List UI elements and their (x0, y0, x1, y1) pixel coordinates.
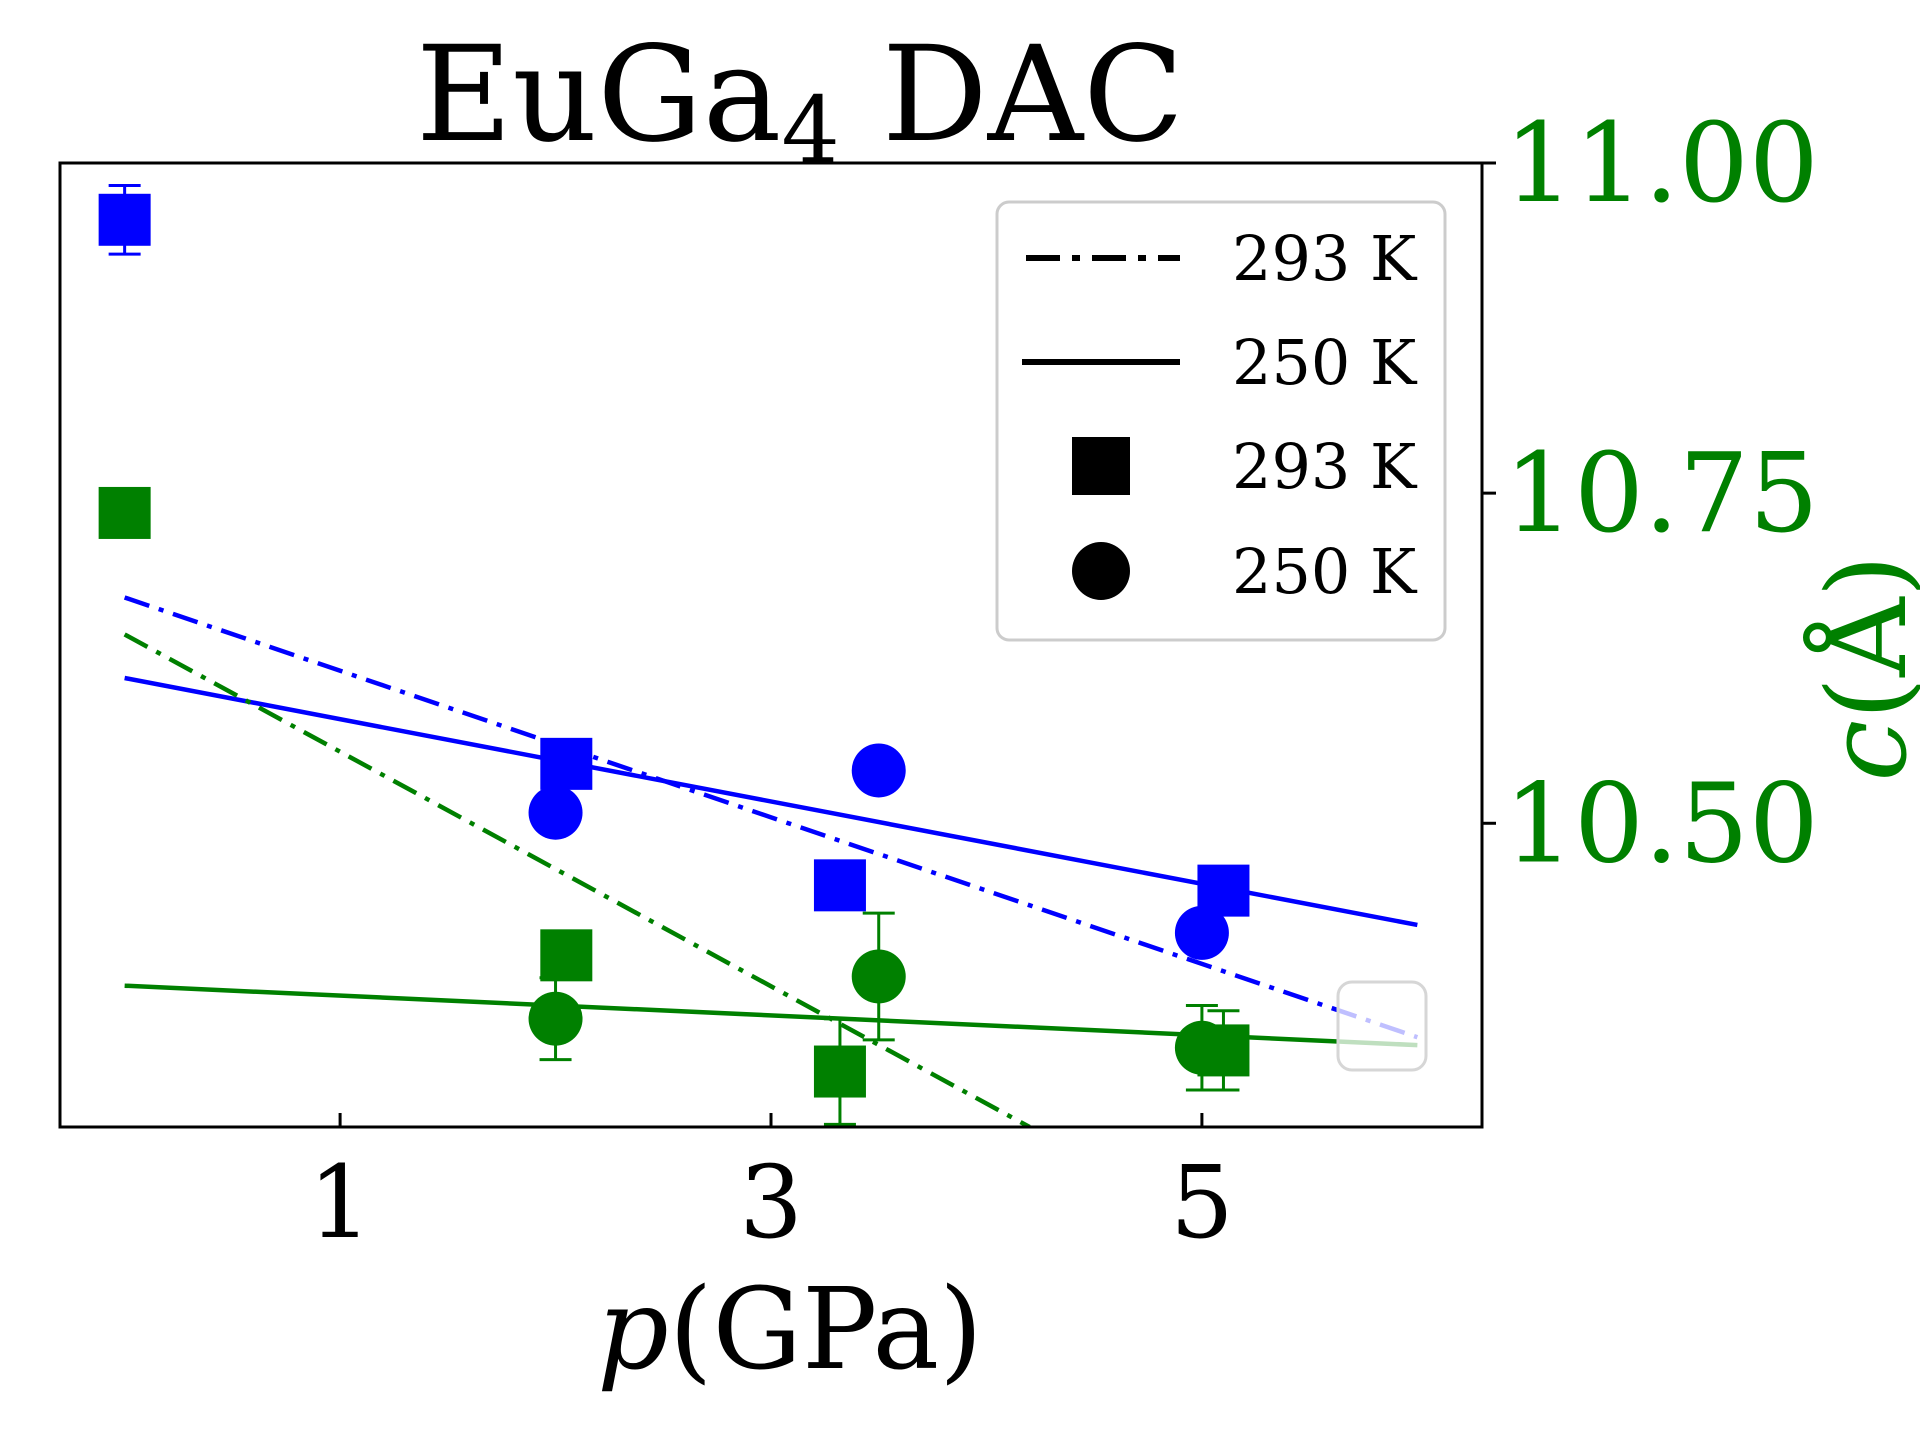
blue-circle-marker (528, 785, 583, 840)
right-y-tick-label: 11.00 (1504, 99, 1819, 227)
right-y-tick-label: 10.50 (1504, 759, 1819, 887)
legend-label: 293 K (1232, 222, 1418, 295)
legend-label: 250 K (1232, 326, 1418, 399)
green-dash-dot-fit-line (123, 632, 1031, 1127)
legend-label: 250 K (1232, 535, 1418, 608)
legend: 293 K 250 K 293 K 250 K (995, 200, 1447, 642)
x-tick-label: 1 (308, 1144, 372, 1261)
green-square-marker (540, 929, 593, 982)
legend-frame (995, 200, 1447, 642)
blue-square-marker (813, 859, 866, 912)
faint-box (1336, 980, 1428, 1072)
series-layer (98, 183, 1428, 1127)
blue-circle-marker (851, 743, 906, 798)
right-y-tick-label: 10.75 (1504, 429, 1819, 557)
green-circle-marker (1174, 1020, 1229, 1075)
green-circle-marker (851, 949, 906, 1004)
green-square-marker (813, 1045, 866, 1098)
blue-circle-marker (1174, 905, 1229, 960)
green-circle-marker (528, 991, 583, 1046)
green-square-marker (98, 486, 151, 539)
legend-square-swatch (1072, 437, 1130, 495)
legend-label: 293 K (1232, 430, 1418, 503)
blue-square-marker (98, 193, 151, 246)
plot-area (98, 183, 1419, 1127)
x-tick-label: 3 (739, 1144, 803, 1261)
legend-circle-swatch (1072, 542, 1130, 600)
chart-title: EuGa4 DAC (416, 18, 1184, 184)
blue-square-marker (540, 737, 593, 790)
x-tick-label: 5 (1170, 1144, 1234, 1261)
right-axis-label: c(Å) (1802, 555, 1920, 782)
x-axis-label: p(GPa) (597, 1265, 983, 1395)
axes-layer: 1 3 5 10.50 10.75 11.00 (58, 99, 1819, 1261)
blue-dash-dot-fit-line (123, 595, 1419, 1040)
